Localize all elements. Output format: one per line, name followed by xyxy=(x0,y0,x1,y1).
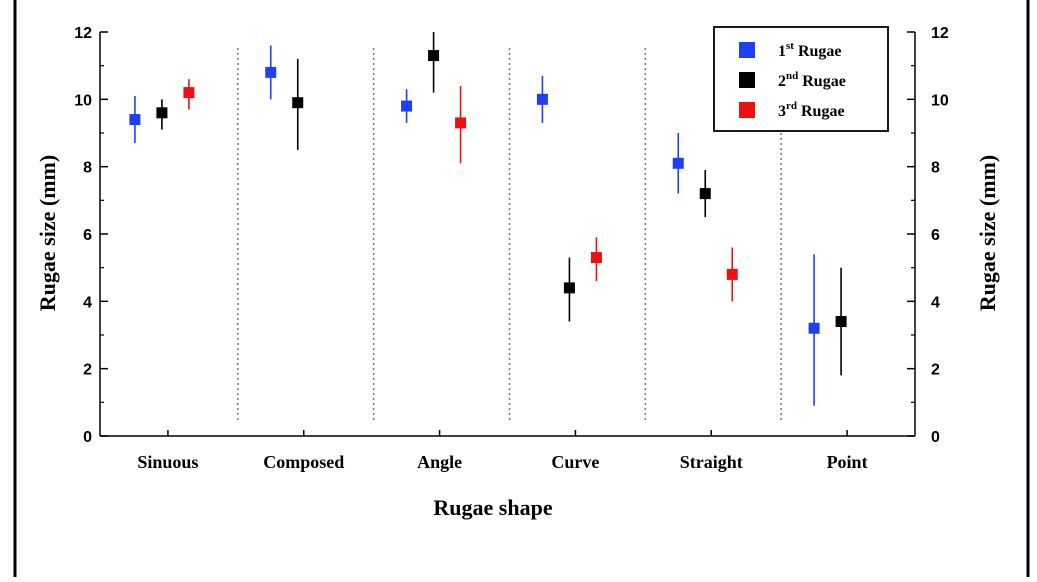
data-point xyxy=(455,117,467,129)
y-tick-label-right: 8 xyxy=(931,160,940,177)
y-tick-label-right: 0 xyxy=(931,429,940,446)
x-tick-label: Sinuous xyxy=(137,452,198,472)
y-tick-label-left: 12 xyxy=(74,25,92,42)
data-point xyxy=(808,322,820,334)
y-tick-label-right: 4 xyxy=(931,294,940,311)
legend-swatch xyxy=(739,102,755,118)
data-point xyxy=(672,157,684,169)
y-tick-label-left: 0 xyxy=(83,429,92,446)
data-point xyxy=(183,87,195,99)
data-point xyxy=(265,66,277,78)
y-tick-label-left: 10 xyxy=(74,92,92,109)
legend-swatch xyxy=(739,42,755,58)
y-tick-label-right: 12 xyxy=(931,25,949,42)
x-tick-label: Composed xyxy=(263,452,344,472)
x-tick-label: Angle xyxy=(417,452,462,472)
data-point xyxy=(401,100,413,112)
legend-swatch xyxy=(739,72,755,88)
y-tick-label-right: 2 xyxy=(931,362,940,379)
data-point xyxy=(428,50,440,62)
y-tick-label-right: 6 xyxy=(931,227,940,244)
x-tick-label: Straight xyxy=(680,452,743,472)
data-point xyxy=(129,114,141,126)
data-point xyxy=(292,97,304,109)
legend-label: 2nd Rugae xyxy=(778,70,846,90)
data-point xyxy=(156,107,168,119)
y-tick-label-left: 6 xyxy=(83,227,92,244)
y-axis-title-left: Rugae size (mm) xyxy=(35,155,60,311)
y-tick-label-left: 2 xyxy=(83,362,92,379)
data-point xyxy=(699,188,711,200)
data-point xyxy=(563,282,575,294)
x-tick-label: Curve xyxy=(551,452,599,472)
y-tick-label-right: 10 xyxy=(931,92,949,109)
y-tick-label-left: 4 xyxy=(83,294,92,311)
legend-label: 1st Rugae xyxy=(778,40,842,60)
y-axis-title-right: Rugae size (mm) xyxy=(975,155,1000,311)
x-axis-title: Rugae shape xyxy=(433,495,552,520)
y-tick-label-left: 8 xyxy=(83,160,92,177)
data-point xyxy=(536,93,548,105)
data-point xyxy=(590,252,602,264)
x-tick-label: Point xyxy=(827,452,868,472)
data-point xyxy=(835,316,847,328)
legend-label: 3rd Rugae xyxy=(778,100,845,120)
data-point xyxy=(726,268,738,280)
